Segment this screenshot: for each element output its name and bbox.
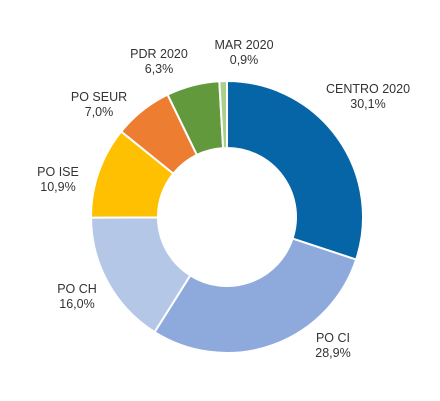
label-mar-2020-value: 0,9%: [230, 53, 259, 67]
label-po-ch-name: PO CH: [57, 282, 97, 296]
label-po-ch-value: 16,0%: [59, 297, 94, 311]
label-pdr-2020-value: 6,3%: [145, 62, 174, 76]
slice-labels: CENTRO 2020 30,1% PO CI 28,9% PO CH 16,0…: [37, 38, 410, 360]
label-pdr-2020-name: PDR 2020: [130, 47, 188, 61]
label-po-seur-value: 7,0%: [85, 105, 114, 119]
label-po-ise-value: 10,9%: [40, 180, 75, 194]
donut-slices: [89, 79, 364, 354]
label-po-ci-name: PO CI: [316, 331, 350, 345]
label-po-seur-name: PO SEUR: [71, 90, 127, 104]
label-centro-2020-name: CENTRO 2020: [326, 82, 410, 96]
slice-po-ci: [153, 237, 358, 354]
label-mar-2020-name: MAR 2020: [214, 38, 273, 52]
label-centro-2020-value: 30,1%: [350, 97, 385, 111]
label-po-ci-value: 28,9%: [315, 346, 350, 360]
slice-mar-2020: [218, 79, 228, 150]
slice-centro-2020: [226, 79, 364, 261]
label-po-ise-name: PO ISE: [37, 165, 79, 179]
